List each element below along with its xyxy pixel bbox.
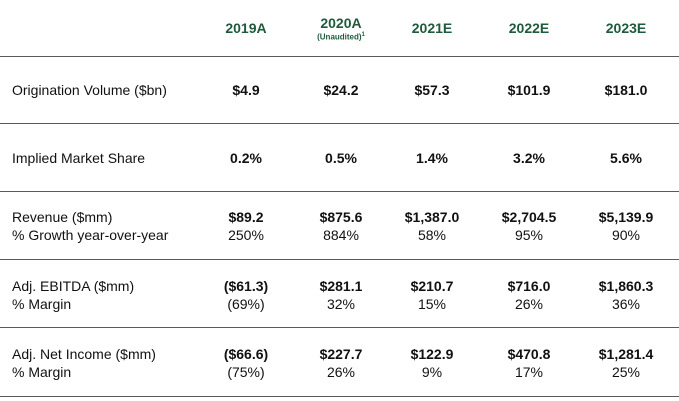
cell-sub-value: 32% — [326, 296, 356, 312]
column-header-label: 2021E — [411, 20, 453, 36]
cell-value: 0.5% — [325, 150, 357, 166]
cell-sub-value: 250% — [228, 227, 264, 243]
row-label: Origination Volume ($bn) — [12, 82, 167, 98]
row-label: Implied Market Share — [12, 150, 146, 166]
row-divider — [0, 327, 679, 328]
cell-sub-value: 58% — [417, 227, 447, 243]
cell-value: $4.9 — [232, 82, 260, 98]
row-divider — [0, 396, 679, 397]
cell-sub-value: 26% — [514, 296, 544, 312]
cell-value: ($66.6) — [223, 346, 269, 362]
cell-value: $1,387.0 — [404, 209, 460, 225]
cell-sub-value: 9% — [421, 364, 443, 380]
row-label: Adj. EBITDA ($mm) — [12, 278, 135, 294]
column-header-2022e: 2022E — [484, 0, 574, 56]
row-sub-label: % Margin — [12, 364, 72, 380]
cell-sub-value: 884% — [323, 227, 359, 243]
cell-value: $227.7 — [319, 346, 363, 362]
cell-value: $470.8 — [507, 346, 551, 362]
cell-value: $89.2 — [228, 209, 264, 225]
row-sub-label: % Growth year-over-year — [12, 227, 169, 243]
cell-value: 1.4% — [416, 150, 448, 166]
cell-sub-value: 15% — [417, 296, 447, 312]
cell-value: $122.9 — [410, 346, 454, 362]
unaudited-note: (Unaudited) — [317, 32, 362, 42]
cell-sub-value: 26% — [326, 364, 356, 380]
cell-value: 5.6% — [610, 150, 642, 166]
column-header-note: (Unaudited)1 — [317, 32, 365, 42]
column-header-2020a: 2020A (Unaudited)1 — [296, 0, 386, 56]
cell-sub-value: (75%) — [227, 364, 265, 380]
cell-value: $1,281.4 — [598, 346, 654, 362]
cell-value: $101.9 — [507, 82, 551, 98]
column-header-2019a: 2019A — [201, 0, 291, 56]
column-header-2021e: 2021E — [387, 0, 477, 56]
column-header-label: 2019A — [225, 20, 267, 36]
cell-value: $210.7 — [410, 278, 454, 294]
row-label: Adj. Net Income ($mm) — [12, 346, 156, 362]
row-divider — [0, 56, 679, 57]
cell-value: $24.2 — [323, 82, 359, 98]
row-divider — [0, 259, 679, 260]
cell-value: $1,860.3 — [598, 278, 654, 294]
cell-sub-value: 36% — [611, 296, 641, 312]
cell-value: 3.2% — [513, 150, 545, 166]
cell-value: $2,704.5 — [501, 209, 557, 225]
cell-sub-value: 25% — [611, 364, 641, 380]
cell-value: $57.3 — [414, 82, 450, 98]
cell-sub-value: 17% — [514, 364, 544, 380]
cell-sub-value: 95% — [514, 227, 544, 243]
row-divider — [0, 123, 679, 124]
cell-value: $5,139.9 — [598, 209, 654, 225]
table-header: 2019A 2020A (Unaudited)1 2021E 2022E 202… — [0, 0, 679, 56]
cell-sub-value: 90% — [611, 227, 641, 243]
row-divider — [0, 191, 679, 192]
footnote-marker: 1 — [361, 31, 365, 38]
cell-value: 0.2% — [230, 150, 262, 166]
cell-value: $181.0 — [604, 82, 648, 98]
cell-sub-value: (69%) — [227, 296, 265, 312]
row-sub-label: % Margin — [12, 296, 72, 312]
cell-value: $281.1 — [319, 278, 363, 294]
column-header-label: 2022E — [508, 20, 550, 36]
cell-value: ($61.3) — [223, 278, 269, 294]
row-label: Revenue ($mm) — [12, 209, 113, 225]
cell-value: $716.0 — [507, 278, 551, 294]
cell-value: $875.6 — [319, 209, 363, 225]
column-header-label: 2020A — [320, 14, 362, 31]
column-header-2023e: 2023E — [581, 0, 671, 56]
column-header-label: 2023E — [605, 20, 647, 36]
